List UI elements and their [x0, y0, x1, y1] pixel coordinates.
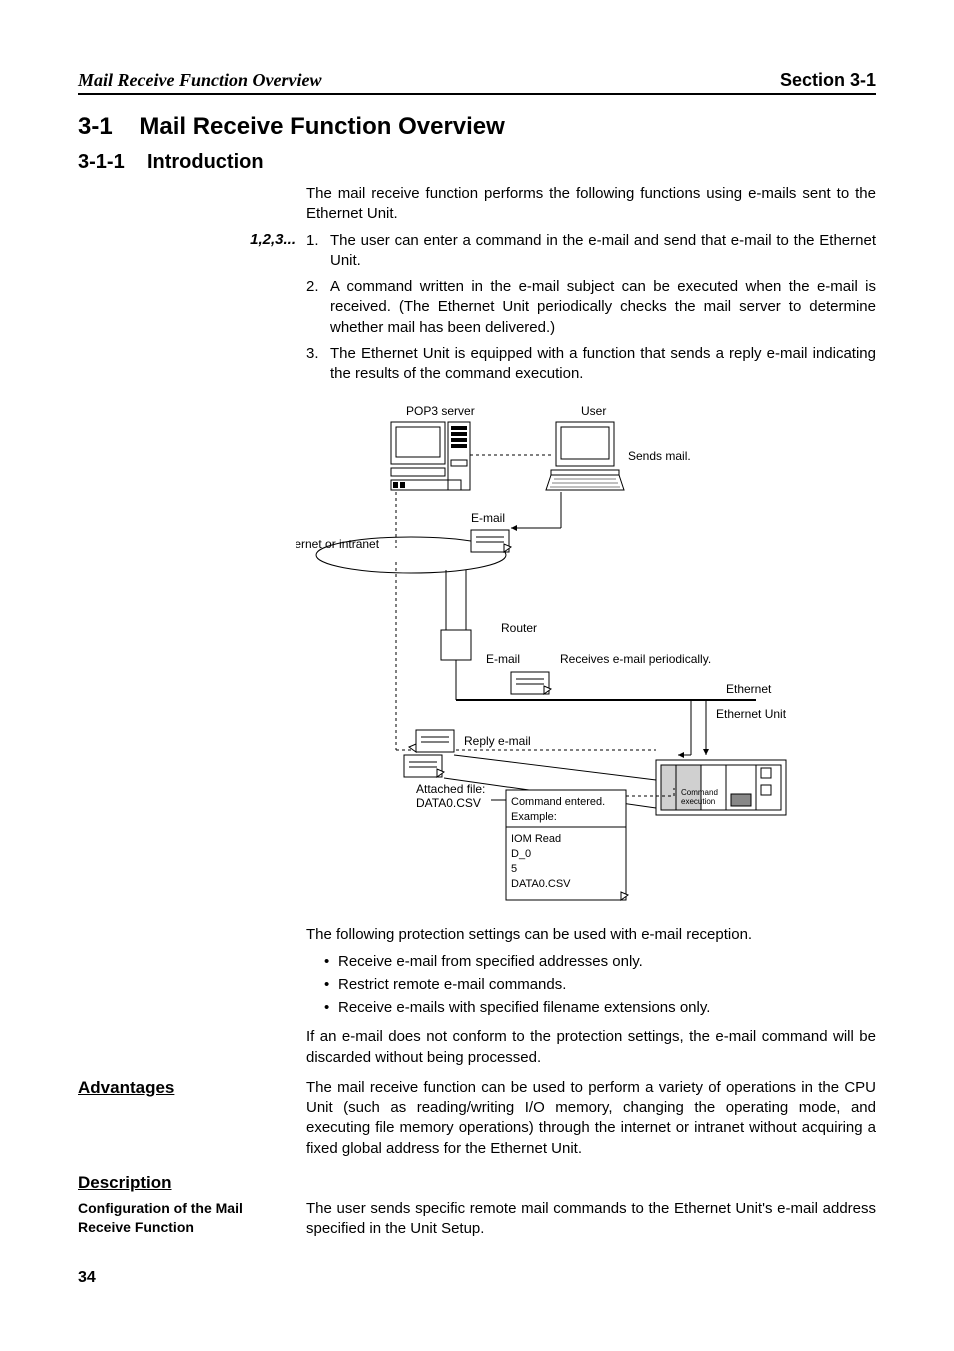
pop3-label: POP3 server [406, 404, 475, 418]
iom-label: IOM Read [511, 833, 561, 845]
receives-label: Receives e-mail periodically. [560, 652, 711, 666]
bullet-1: •Receive e-mail from specified addresses… [324, 952, 876, 972]
user-label: User [581, 404, 606, 418]
diagram-svg: POP3 server User Sends mail. [296, 400, 816, 910]
email-label-2: E-mail [486, 652, 520, 666]
intro-text: The mail receive function performs the f… [306, 184, 876, 225]
step-1-text: The user can enter a command in the e-ma… [330, 231, 876, 272]
description-heading: Description [78, 1173, 172, 1192]
diagram: POP3 server User Sends mail. [296, 400, 876, 915]
protection-outro-row: If an e-mail does not conform to the pro… [78, 1027, 876, 1068]
steps-row: 1,2,3... 1. The user can enter a command… [78, 231, 876, 391]
datacsv-label: DATA0.CSV [511, 878, 571, 890]
cmd-exec-label-2: execution [681, 797, 715, 806]
config-heading: Configuration of the Mail Receive Functi… [78, 1200, 243, 1235]
step-3: 3. The Ethernet Unit is equipped with a … [306, 344, 876, 385]
ethernet-label: Ethernet [726, 682, 772, 696]
bullet-3-text: Receive e-mails with specified filename … [338, 998, 710, 1018]
protection-intro-row: The following protection settings can be… [78, 925, 876, 945]
header-right: Section 3-1 [780, 70, 876, 91]
bullets-row: •Receive e-mail from specified addresses… [78, 952, 876, 1022]
internet-label-1: Internet or intranet [296, 537, 380, 551]
cmd-entered-label: Command entered. [511, 796, 605, 808]
cmd-exec-label-1: Command [681, 788, 718, 797]
section-number: 3-1 [78, 113, 113, 140]
protection-outro: If an e-mail does not conform to the pro… [306, 1027, 876, 1068]
page-container: Mail Receive Function Overview Section 3… [0, 0, 954, 1327]
step-2-text: A command written in the e-mail subject … [330, 277, 876, 338]
subsection-title: 3-1-1 Introduction [78, 151, 876, 174]
attached-label-1: Attached file: [416, 782, 485, 796]
advantages-heading: Advantages [78, 1078, 174, 1097]
description-heading-row: Description [78, 1173, 876, 1193]
step-2: 2. A command written in the e-mail subje… [306, 277, 876, 338]
intro-row: The mail receive function performs the f… [78, 184, 876, 225]
header-left: Mail Receive Function Overview [78, 70, 321, 91]
steps-label: 1,2,3... [78, 231, 296, 248]
running-header: Mail Receive Function Overview Section 3… [78, 70, 876, 95]
bullet-1-text: Receive e-mail from specified addresses … [338, 952, 643, 972]
config-row: Configuration of the Mail Receive Functi… [78, 1199, 876, 1240]
email-label-1: E-mail [471, 511, 505, 525]
d0-label: D_0 [511, 848, 531, 860]
reply-label: Reply e-mail [464, 734, 531, 748]
attached-label-2: DATA0.CSV [416, 796, 481, 810]
subsection-name: Introduction [147, 151, 264, 173]
section-name: Mail Receive Function Overview [139, 113, 504, 140]
page-number: 34 [78, 1269, 876, 1287]
advantages-row: Advantages The mail receive function can… [78, 1078, 876, 1159]
bullet-3: •Receive e-mails with specified filename… [324, 998, 876, 1018]
router-label: Router [501, 621, 537, 635]
subsection-number: 3-1-1 [78, 151, 125, 173]
sends-mail-label: Sends mail. [628, 449, 691, 463]
step-3-num: 3. [306, 344, 330, 385]
step-3-text: The Ethernet Unit is equipped with a fun… [330, 344, 876, 385]
step-1: 1. The user can enter a command in the e… [306, 231, 876, 272]
step-2-num: 2. [306, 277, 330, 338]
five-label: 5 [511, 863, 517, 875]
step-1-num: 1. [306, 231, 330, 272]
advantages-text: The mail receive function can be used to… [306, 1078, 876, 1159]
protection-intro: The following protection settings can be… [306, 925, 876, 945]
ethernet-unit-label: Ethernet Unit [716, 707, 787, 721]
bullet-2-text: Restrict remote e-mail commands. [338, 975, 566, 995]
example-label: Example: [511, 811, 557, 823]
config-text: The user sends specific remote mail comm… [306, 1199, 876, 1240]
bullet-2: •Restrict remote e-mail commands. [324, 975, 876, 995]
section-title: 3-1 Mail Receive Function Overview [78, 113, 876, 141]
